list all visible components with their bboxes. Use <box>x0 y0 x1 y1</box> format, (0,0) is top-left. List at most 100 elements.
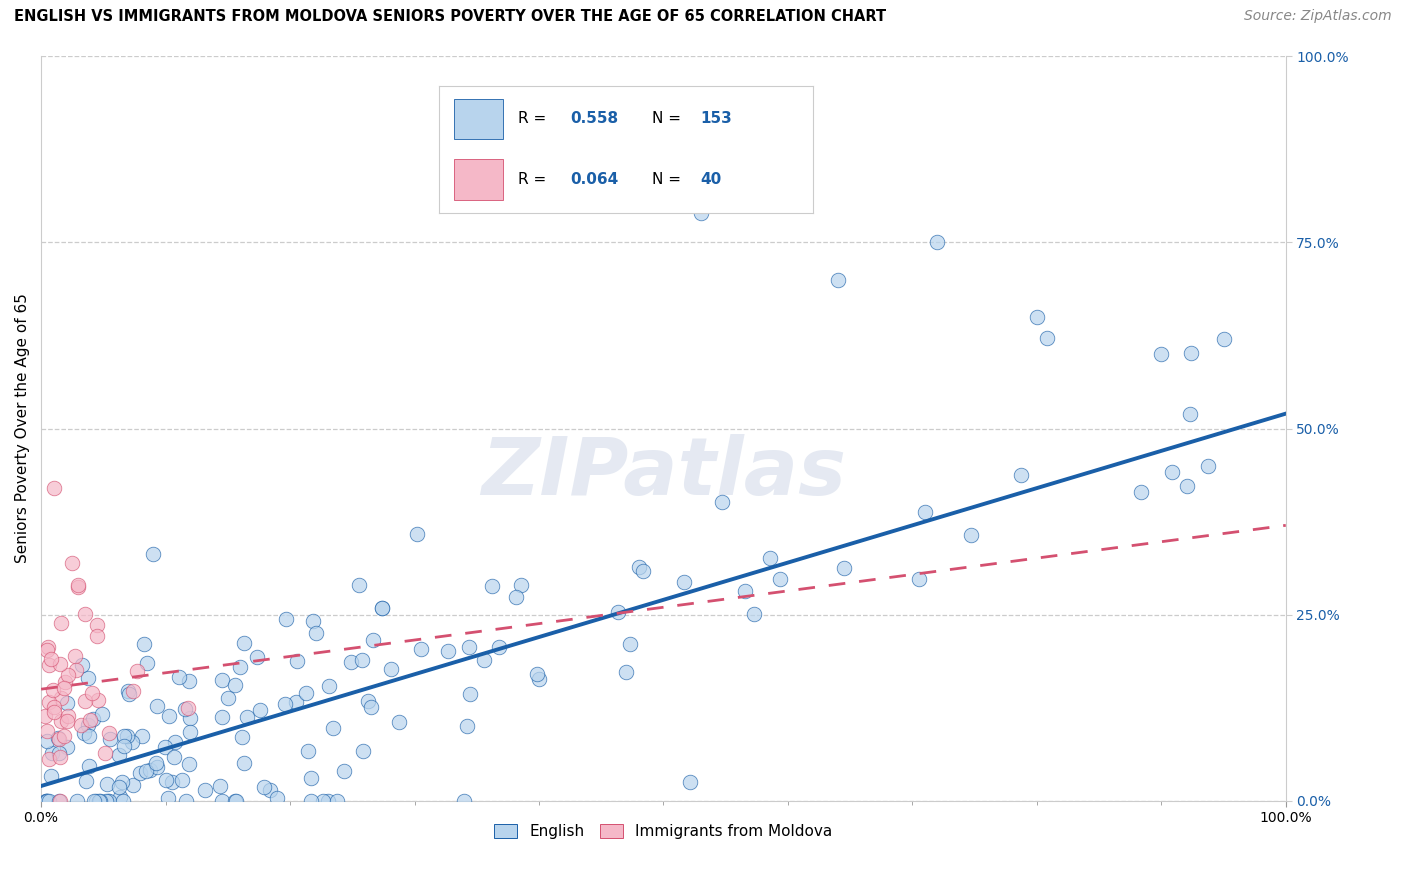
Point <box>299 771 322 785</box>
Point <box>114 739 136 753</box>
Point <box>249 703 271 717</box>
Point <box>488 640 510 654</box>
Point <box>361 633 384 648</box>
Legend: English, Immigrants from Moldova: English, Immigrants from Moldova <box>488 818 838 846</box>
Point <box>134 637 156 651</box>
Point <box>79 713 101 727</box>
Point <box>83 794 105 808</box>
Text: ENGLISH VS IMMIGRANTS FROM MOLDOVA SENIORS POVERTY OVER THE AGE OF 65 CORRELATIO: ENGLISH VS IMMIGRANTS FROM MOLDOVA SENIO… <box>14 9 886 24</box>
Point <box>52 729 75 743</box>
Point <box>505 591 527 605</box>
Point <box>42 481 65 495</box>
Point <box>60 556 83 570</box>
Point <box>156 790 179 805</box>
Point <box>122 779 145 793</box>
Point <box>155 773 177 788</box>
Point <box>411 642 433 657</box>
Point <box>689 205 711 219</box>
Point <box>86 629 108 643</box>
Point <box>316 794 339 808</box>
Point <box>35 794 58 808</box>
Point <box>97 794 120 808</box>
Point <box>129 766 152 780</box>
Point <box>125 665 148 679</box>
Point <box>157 709 180 723</box>
Point <box>614 665 637 679</box>
Point <box>233 636 256 650</box>
Point <box>108 790 131 805</box>
Point <box>52 681 75 695</box>
Point <box>224 794 246 808</box>
Point <box>274 612 297 626</box>
Point <box>481 579 503 593</box>
Point <box>145 756 167 771</box>
Point <box>211 709 233 723</box>
Point <box>606 605 628 619</box>
Point <box>37 642 59 657</box>
Point <box>48 732 70 747</box>
Point <box>75 607 97 622</box>
Point <box>627 559 650 574</box>
Point <box>274 697 297 711</box>
Point <box>108 780 131 794</box>
Point <box>84 794 107 808</box>
Point <box>108 747 131 762</box>
Point <box>458 640 481 655</box>
Point <box>96 777 118 791</box>
Point <box>174 702 197 716</box>
Point <box>456 719 478 733</box>
Point <box>672 574 695 589</box>
Point <box>908 572 931 586</box>
Point <box>65 794 87 808</box>
Point <box>360 699 382 714</box>
Point <box>526 666 548 681</box>
Point <box>302 614 325 628</box>
Point <box>131 729 153 743</box>
Point <box>37 794 59 808</box>
Point <box>121 735 143 749</box>
Point <box>41 747 63 761</box>
Point <box>827 272 849 286</box>
Point <box>53 675 76 690</box>
Point <box>153 740 176 755</box>
Point <box>1180 345 1202 359</box>
Point <box>98 726 121 740</box>
Point <box>142 547 165 561</box>
Point <box>734 584 756 599</box>
Point <box>76 774 98 789</box>
Point <box>179 673 201 688</box>
Point <box>34 794 56 808</box>
Text: Source: ZipAtlas.com: Source: ZipAtlas.com <box>1244 9 1392 23</box>
Point <box>1161 465 1184 479</box>
Point <box>1025 310 1047 324</box>
Point <box>67 578 90 592</box>
Point <box>1178 407 1201 421</box>
Point <box>38 752 60 766</box>
Point <box>94 747 117 761</box>
Point <box>619 637 641 651</box>
Point <box>217 691 239 706</box>
Point <box>527 673 550 687</box>
Point <box>37 640 59 655</box>
Point <box>259 782 281 797</box>
Point <box>86 618 108 632</box>
Point <box>41 683 63 698</box>
Point <box>82 712 104 726</box>
Point <box>211 673 233 688</box>
Point <box>70 657 93 672</box>
Point <box>65 663 87 677</box>
Point <box>91 706 114 721</box>
Point <box>211 794 233 808</box>
Point <box>371 600 394 615</box>
Point <box>758 551 780 566</box>
Point <box>225 794 247 808</box>
Point <box>209 779 232 793</box>
Point <box>70 717 93 731</box>
Point <box>87 693 110 707</box>
Y-axis label: Seniors Poverty Over the Age of 65: Seniors Poverty Over the Age of 65 <box>15 293 30 564</box>
Point <box>97 794 120 808</box>
Point <box>318 679 340 693</box>
Point <box>224 677 246 691</box>
Point <box>172 772 194 787</box>
Point <box>94 794 117 808</box>
